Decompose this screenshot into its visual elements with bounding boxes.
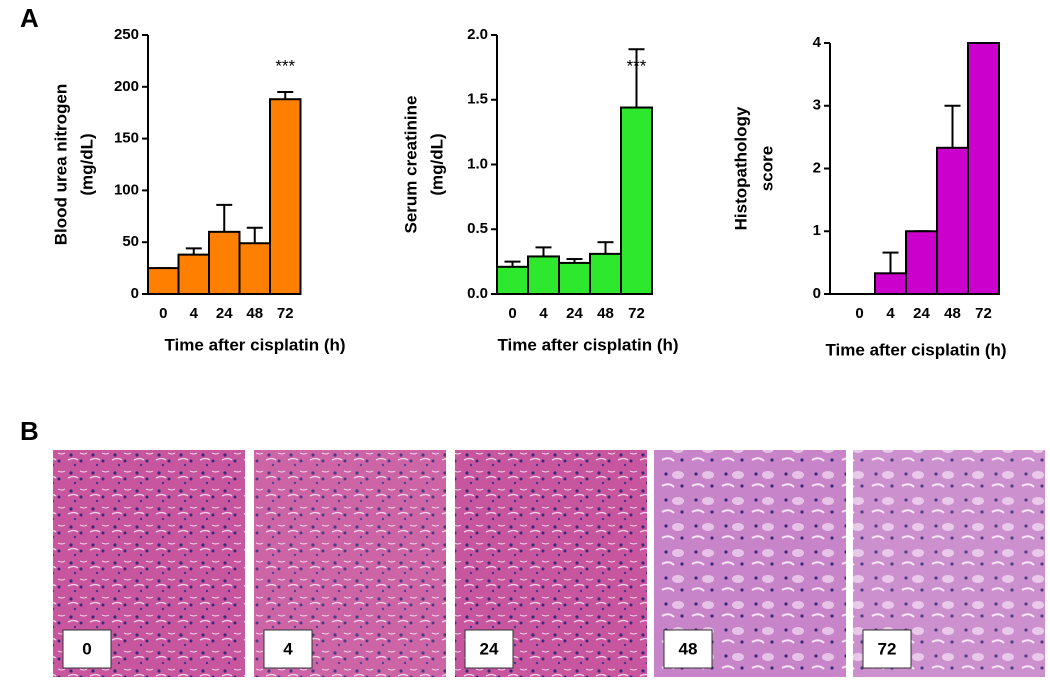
y-axis-label: Blood urea nitrogen [51,84,70,246]
x-axis-label: Time after cisplatin (h) [164,335,345,354]
panel-label: B [20,416,39,446]
y-tick-label: 4 [813,34,822,51]
y-tick-label: 0.5 [467,220,488,237]
y-tick-label: 0.0 [467,285,488,302]
y-axis-label: Serum creatinine [401,96,420,234]
x-tick-label: 72 [277,305,294,322]
bar [967,42,1000,295]
y-tick-label: 0 [813,285,821,302]
bar [496,265,529,295]
x-tick-label: 48 [246,305,263,322]
x-axis-label: Time after cisplatin (h) [825,340,1006,359]
image-label-box [62,629,112,669]
image-label-box [862,629,912,669]
y-tick-label: 1.5 [467,91,488,108]
image-label: 4 [283,639,293,658]
x-tick-label: 72 [975,305,992,322]
x-tick-label: 0 [508,305,516,322]
bar [527,255,560,296]
bar [936,146,969,295]
x-tick-label: 48 [597,305,614,322]
image-label: 0 [82,639,91,658]
significance: *** [627,56,647,75]
x-tick-label: 4 [539,305,548,322]
y-tick-label: 1.0 [467,155,488,172]
y-axis-label: (mg/dL) [427,133,446,195]
y-tick-label: 50 [122,233,139,250]
x-axis-label: Time after cisplatin (h) [497,335,678,354]
y-tick-label: 1 [813,222,821,239]
bar [177,253,210,296]
x-tick-label: 0 [855,305,863,322]
y-tick-label: 150 [114,130,139,147]
bar [620,106,653,295]
x-tick-label: 24 [216,305,233,322]
x-tick-label: 24 [913,305,930,322]
x-tick-label: 4 [190,305,199,322]
image-label-box [464,629,514,669]
y-tick-label: 200 [114,78,139,95]
y-tick-label: 2 [813,159,821,176]
x-tick-label: 24 [566,305,583,322]
y-tick-label: 100 [114,181,139,198]
y-tick-label: 2.0 [467,26,488,43]
x-tick-label: 0 [159,305,167,322]
y-tick-label: 3 [813,97,821,114]
significance: *** [275,56,295,75]
image-label: 24 [480,639,499,658]
x-tick-label: 48 [944,305,961,322]
y-axis-label: Histopathology [731,106,750,230]
bar [208,230,241,295]
y-axis-label: score [757,146,776,191]
bar [558,261,591,296]
bar [874,272,907,296]
image-label: 72 [878,639,897,658]
bar [147,267,180,296]
y-axis-label: (mg/dL) [77,133,96,195]
bar [905,230,938,295]
bar [269,98,302,296]
y-tick-label: 250 [114,26,139,43]
x-tick-label: 4 [886,305,895,322]
bar [589,252,622,295]
x-tick-label: 72 [628,305,645,322]
image-label-box [663,629,713,669]
image-label: 48 [679,639,698,658]
panel-label: A [20,3,39,33]
y-tick-label: 0 [131,285,139,302]
image-label-box [263,629,313,669]
bar [238,242,271,295]
